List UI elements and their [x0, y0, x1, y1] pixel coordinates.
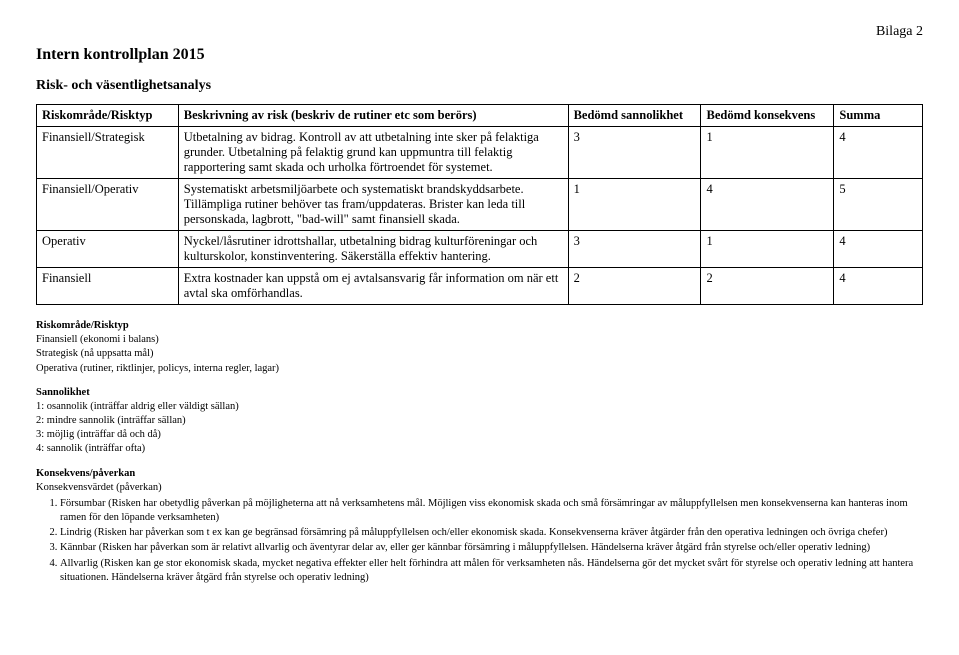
table-row: FinansiellExtra kostnader kan uppstå om …	[37, 268, 923, 305]
risk-table-body: Finansiell/StrategiskUtbetalning av bidr…	[37, 127, 923, 305]
attachment-label: Bilaga 2	[36, 24, 923, 40]
cell-desc: Extra kostnader kan uppstå om ej avtalsa…	[178, 268, 568, 305]
consequence-block: Konsekvens/påverkan Konsekvensvärdet (på…	[36, 467, 923, 585]
cell-prob: 1	[568, 179, 701, 231]
consequence-item: Lindrig (Risken har påverkan som t ex ka…	[60, 526, 923, 540]
table-row: Finansiell/OperativSystematiskt arbetsmi…	[37, 179, 923, 231]
probability-block: Sannolikhet 1: osannolik (inträffar aldr…	[36, 386, 923, 457]
cell-prob: 2	[568, 268, 701, 305]
risk-table: Riskområde/Risktyp Beskrivning av risk (…	[36, 104, 923, 305]
cell-cons: 1	[701, 231, 834, 268]
th-sum: Summa	[834, 105, 923, 127]
probability-line: 2: mindre sannolik (inträffar sällan)	[36, 414, 923, 428]
th-cons: Bedömd konsekvens	[701, 105, 834, 127]
cell-desc: Systematiskt arbetsmiljöarbete och syste…	[178, 179, 568, 231]
cell-sum: 5	[834, 179, 923, 231]
cell-area: Finansiell/Strategisk	[37, 127, 179, 179]
consequence-list: Försumbar (Risken har obetydlig påverkan…	[60, 497, 923, 585]
cell-desc: Nyckel/låsrutiner idrottshallar, utbetal…	[178, 231, 568, 268]
consequence-subheading: Konsekvensvärdet (påverkan)	[36, 481, 923, 495]
cell-cons: 4	[701, 179, 834, 231]
cell-area: Finansiell	[37, 268, 179, 305]
probability-line: 4: sannolik (inträffar ofta)	[36, 442, 923, 456]
table-row: OperativNyckel/låsrutiner idrottshallar,…	[37, 231, 923, 268]
page-subheading: Risk- och väsentlighetsanalys	[36, 78, 923, 94]
th-area: Riskområde/Risktyp	[37, 105, 179, 127]
probability-heading: Sannolikhet	[36, 386, 923, 400]
consequence-item: Allvarlig (Risken kan ge stor ekonomisk …	[60, 557, 923, 585]
risktype-heading: Riskområde/Risktyp	[36, 319, 923, 333]
cell-sum: 4	[834, 268, 923, 305]
probability-line: 3: möjlig (inträffar då och då)	[36, 428, 923, 442]
cell-prob: 3	[568, 231, 701, 268]
page-title: Intern kontrollplan 2015	[36, 46, 923, 64]
table-header-row: Riskområde/Risktyp Beskrivning av risk (…	[37, 105, 923, 127]
th-desc: Beskrivning av risk (beskriv de rutiner …	[178, 105, 568, 127]
cell-prob: 3	[568, 127, 701, 179]
consequence-item: Försumbar (Risken har obetydlig påverkan…	[60, 497, 923, 525]
risktype-block: Riskområde/Risktyp Finansiell (ekonomi i…	[36, 319, 923, 376]
cell-cons: 1	[701, 127, 834, 179]
definitions: Riskområde/Risktyp Finansiell (ekonomi i…	[36, 319, 923, 585]
cell-area: Finansiell/Operativ	[37, 179, 179, 231]
cell-sum: 4	[834, 231, 923, 268]
th-prob: Bedömd sannolikhet	[568, 105, 701, 127]
cell-desc: Utbetalning av bidrag. Kontroll av att u…	[178, 127, 568, 179]
cell-sum: 4	[834, 127, 923, 179]
probability-line: 1: osannolik (inträffar aldrig eller väl…	[36, 400, 923, 414]
consequence-item: Kännbar (Risken har påverkan som är rela…	[60, 541, 923, 555]
risktype-line: Operativa (rutiner, riktlinjer, policys,…	[36, 362, 923, 376]
table-row: Finansiell/StrategiskUtbetalning av bidr…	[37, 127, 923, 179]
cell-cons: 2	[701, 268, 834, 305]
consequence-heading: Konsekvens/påverkan	[36, 467, 923, 481]
risktype-line: Strategisk (nå uppsatta mål)	[36, 347, 923, 361]
risktype-line: Finansiell (ekonomi i balans)	[36, 333, 923, 347]
cell-area: Operativ	[37, 231, 179, 268]
